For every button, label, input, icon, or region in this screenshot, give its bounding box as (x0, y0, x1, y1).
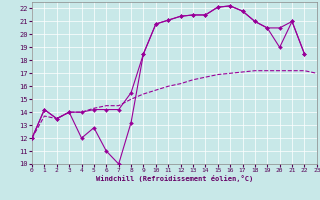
X-axis label: Windchill (Refroidissement éolien,°C): Windchill (Refroidissement éolien,°C) (96, 175, 253, 182)
